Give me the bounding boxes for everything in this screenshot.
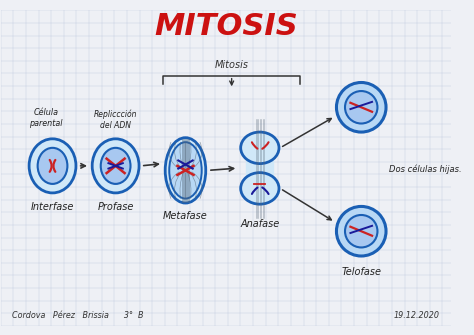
Text: Telofase: Telofase (341, 267, 381, 277)
Polygon shape (246, 161, 273, 175)
Ellipse shape (29, 139, 76, 193)
Text: Cordova   Pérez   Brissia      3°  B: Cordova Pérez Brissia 3° B (12, 312, 144, 321)
Text: Mitosis: Mitosis (215, 60, 249, 70)
Ellipse shape (169, 142, 202, 199)
Ellipse shape (241, 132, 279, 163)
Text: Dos células hijas.: Dos células hijas. (389, 164, 462, 174)
Ellipse shape (345, 91, 377, 124)
Text: Anafase: Anafase (240, 219, 280, 228)
Text: Interfase: Interfase (31, 202, 74, 212)
Ellipse shape (337, 206, 386, 256)
Text: Célula
parental: Célula parental (29, 108, 63, 128)
Ellipse shape (92, 139, 139, 193)
Text: Metafase: Metafase (163, 211, 208, 221)
Text: MITOSIS: MITOSIS (154, 12, 298, 41)
Text: 19.12.2020: 19.12.2020 (394, 312, 440, 321)
Text: Profase: Profase (98, 202, 134, 212)
Text: Repliccción
del ADN: Repliccción del ADN (94, 110, 137, 130)
Ellipse shape (37, 148, 67, 184)
Ellipse shape (165, 138, 206, 203)
Ellipse shape (337, 82, 386, 132)
Ellipse shape (241, 173, 279, 204)
Ellipse shape (345, 215, 377, 248)
Ellipse shape (101, 148, 130, 184)
